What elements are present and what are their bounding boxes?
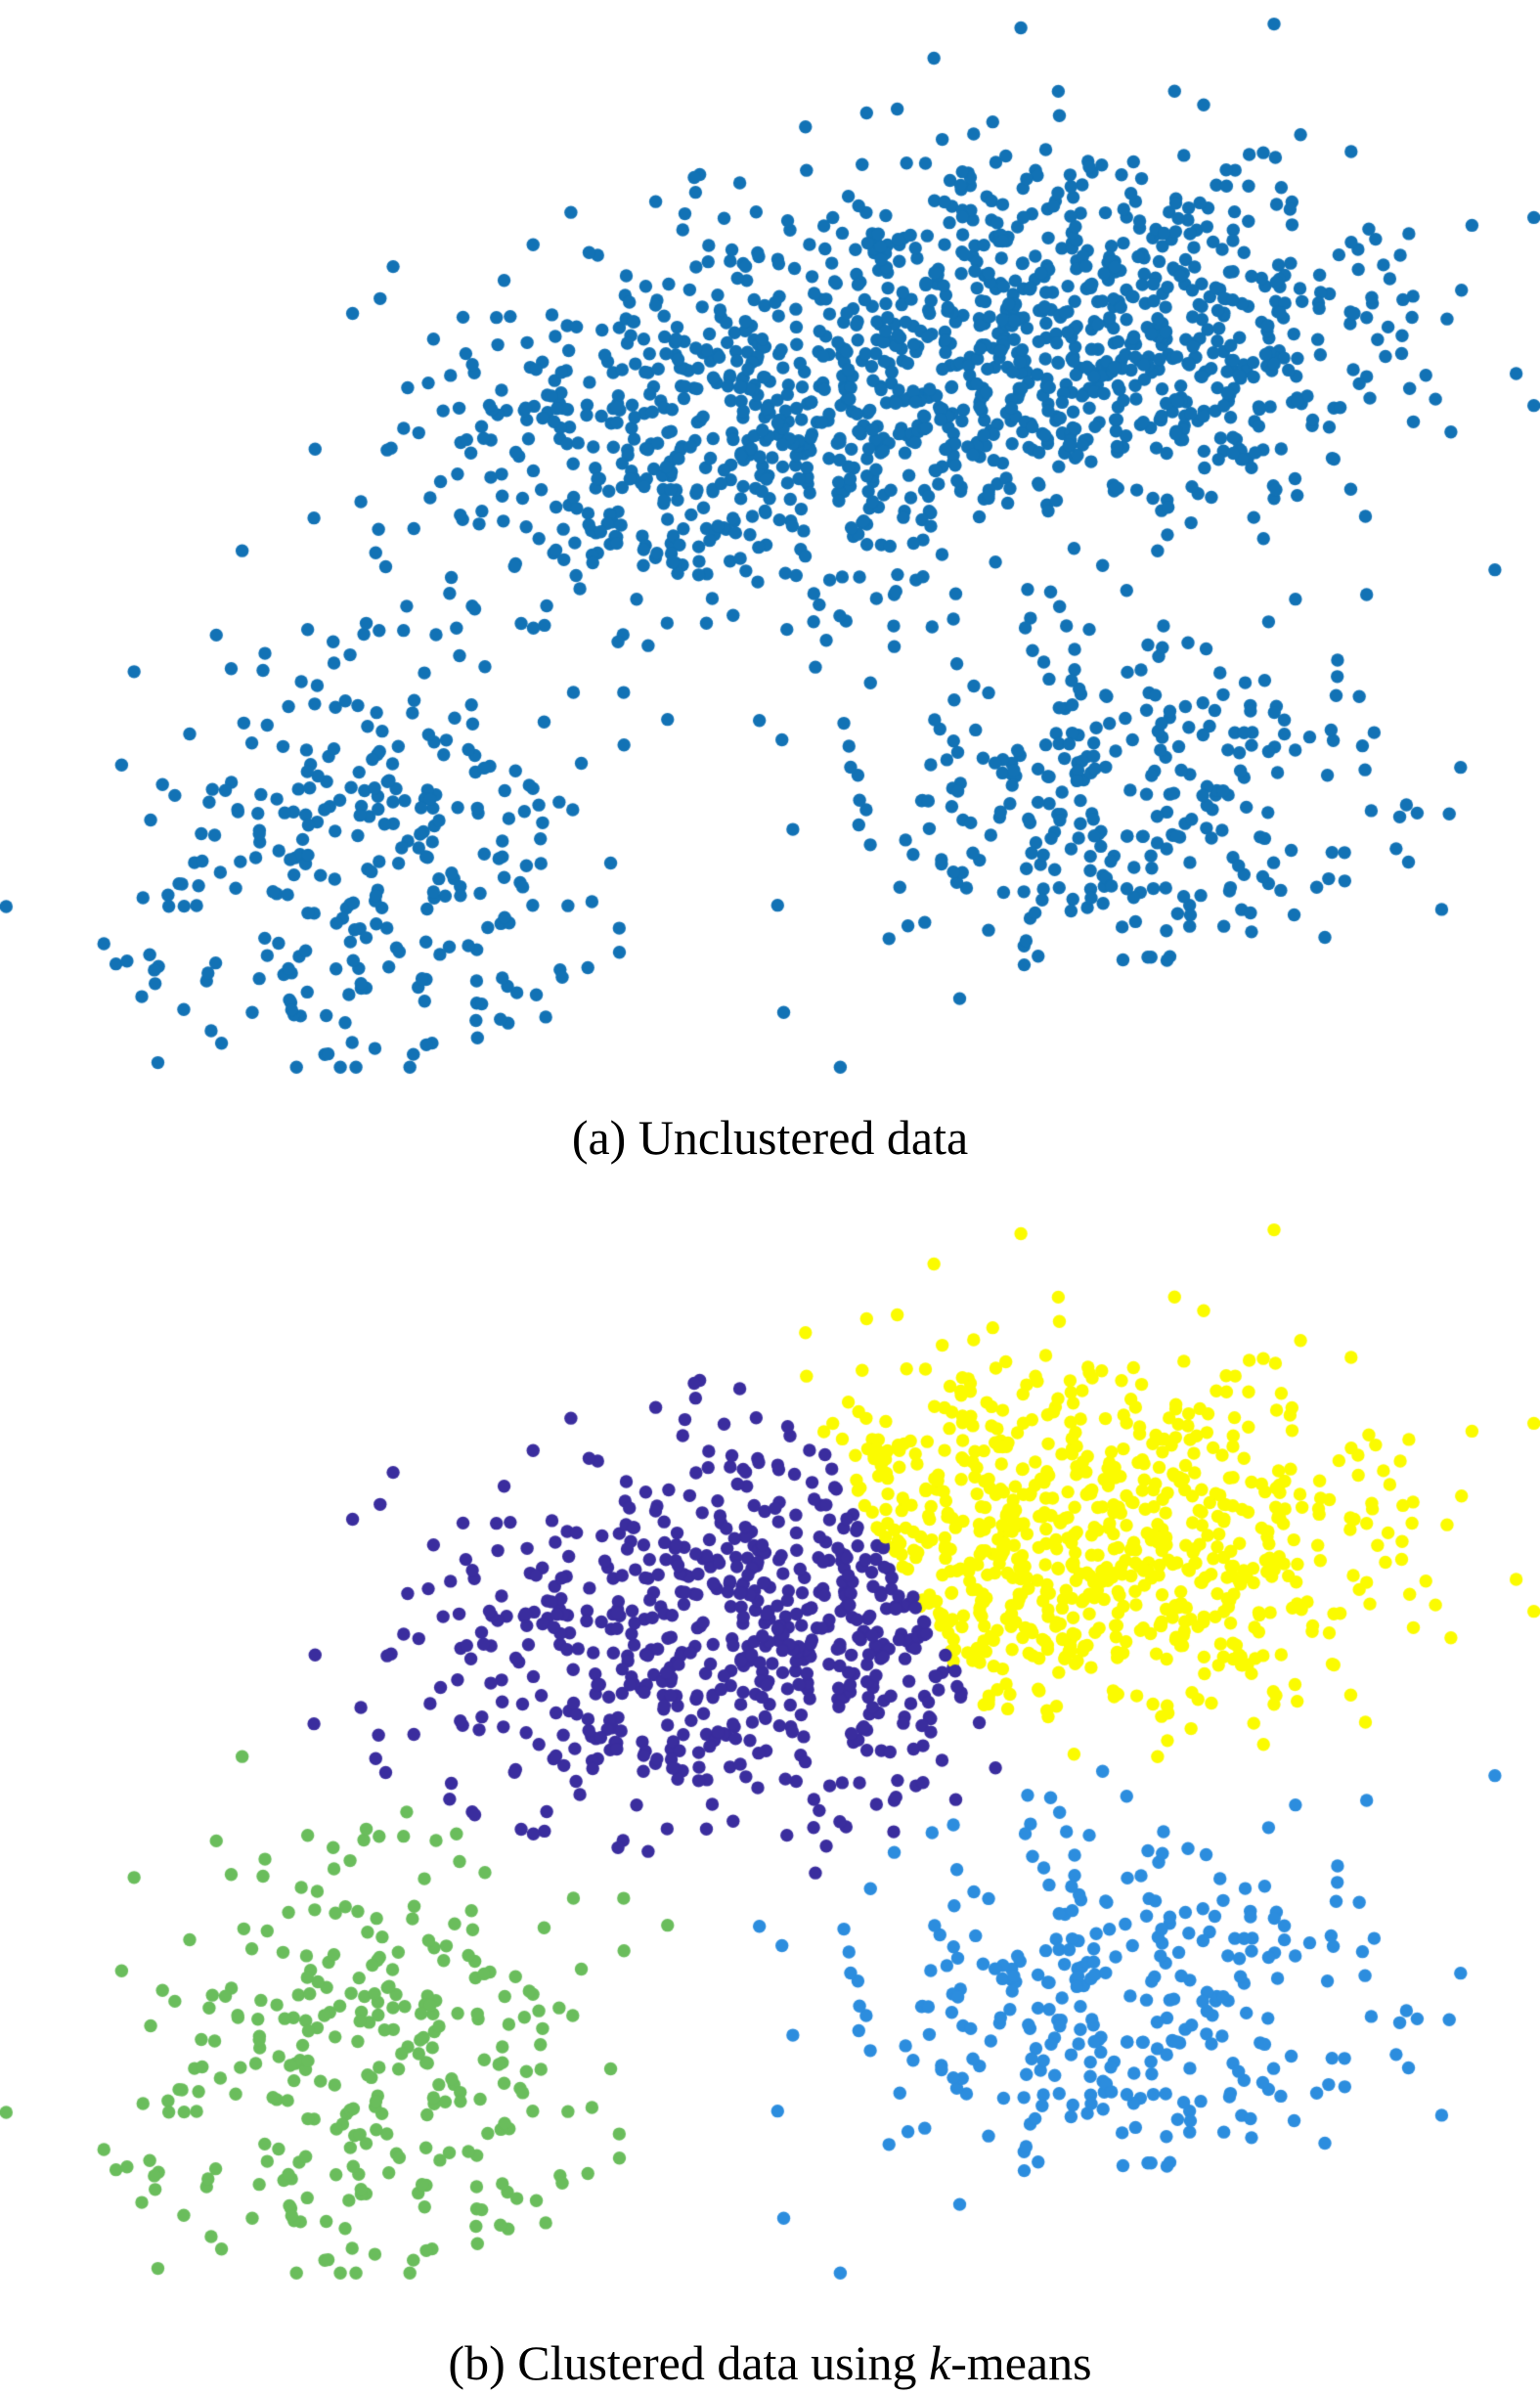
caption-b-post: -means xyxy=(950,2335,1092,2390)
scatter-panel-clustered xyxy=(0,1206,1540,2306)
scatter-panel-unclustered xyxy=(0,0,1540,1100)
caption-a-text: (a) Unclustered data xyxy=(571,1110,969,1165)
caption-b-italic-k: k xyxy=(928,2335,951,2390)
caption-b-pre: (b) Clustered data using xyxy=(448,2335,929,2390)
caption-panel-b: (b) Clustered data using k-means xyxy=(0,2333,1540,2392)
caption-panel-a: (a) Unclustered data xyxy=(0,1108,1540,1167)
